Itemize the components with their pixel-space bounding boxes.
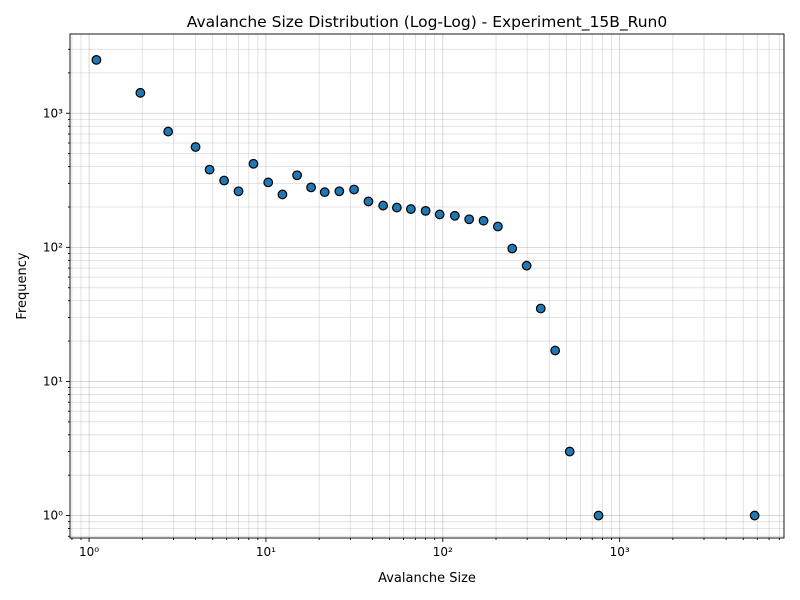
data-point — [478, 215, 489, 226]
data-points — [91, 54, 760, 521]
y-tick-label: 10² — [43, 240, 63, 254]
x-tick-labels: 10⁰ 10¹ 10² 10³ — [79, 545, 630, 559]
data-point — [434, 209, 445, 220]
y-tick-label: 10⁰ — [43, 509, 63, 523]
data-point — [319, 187, 330, 198]
data-point — [306, 182, 316, 193]
data-point — [564, 446, 575, 457]
data-point — [493, 221, 503, 232]
x-tick-label: 10¹ — [256, 545, 276, 559]
data-point — [507, 243, 518, 254]
y-axis-label: Frequency — [15, 252, 30, 319]
plot-frame — [69, 33, 785, 539]
data-point — [449, 210, 460, 221]
data-point — [163, 126, 174, 137]
x-axis-label: Avalanche Size — [378, 571, 476, 586]
data-point — [464, 214, 475, 225]
y-tick-labels: 10⁰ 10¹ 10² 10³ — [43, 106, 63, 522]
data-point — [135, 87, 146, 98]
data-point — [91, 54, 102, 65]
data-point — [334, 186, 345, 197]
data-point — [263, 177, 274, 188]
data-point — [391, 202, 402, 213]
x-tick-label: 10³ — [610, 545, 630, 559]
data-point — [204, 164, 215, 175]
grid-lines — [70, 34, 784, 538]
axis-ticks — [66, 48, 780, 542]
data-point — [521, 260, 532, 271]
data-point — [233, 186, 244, 197]
data-point — [749, 510, 760, 521]
data-point — [550, 345, 561, 356]
data-point — [349, 184, 359, 195]
data-point — [292, 170, 302, 181]
data-point — [219, 175, 229, 186]
data-point — [363, 196, 374, 207]
x-tick-label: 10⁰ — [79, 545, 99, 559]
data-point — [535, 303, 546, 314]
x-tick-label: 10² — [433, 545, 453, 559]
y-tick-label: 10¹ — [43, 374, 63, 388]
data-point — [190, 142, 201, 152]
data-point — [277, 189, 288, 200]
y-tick-label: 10³ — [43, 106, 63, 120]
data-point — [378, 200, 389, 211]
data-point — [593, 510, 604, 521]
data-point — [420, 205, 431, 216]
chart-title: Avalanche Size Distribution (Log-Log) - … — [187, 13, 667, 32]
data-point — [405, 204, 416, 214]
data-point — [248, 158, 259, 169]
